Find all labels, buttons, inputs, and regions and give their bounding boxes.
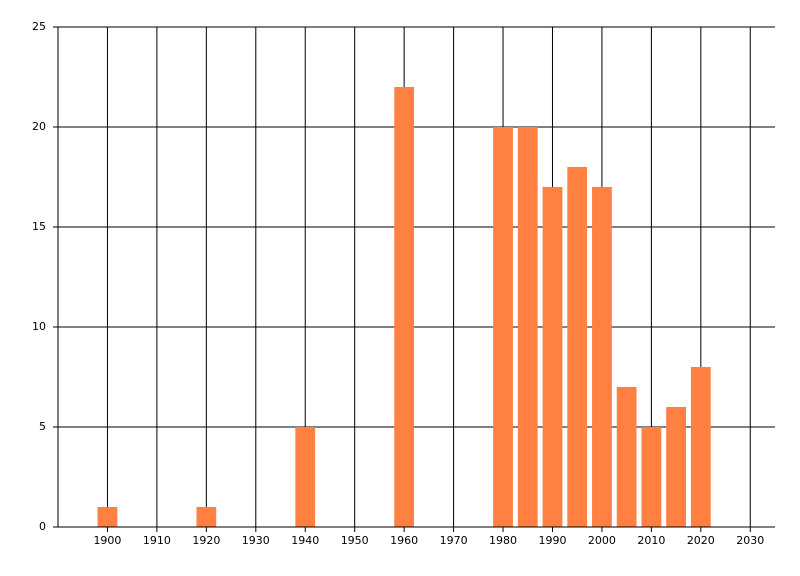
bar	[394, 87, 415, 527]
x-tick-label: 1970	[440, 534, 468, 547]
bar	[666, 407, 686, 527]
x-tick-label: 2030	[736, 534, 764, 547]
x-tick-label: 2000	[588, 534, 616, 547]
x-tick-label: 1960	[390, 534, 418, 547]
x-tick-label: 2020	[687, 534, 715, 547]
bar	[196, 507, 217, 527]
x-tick-label: 1900	[93, 534, 121, 547]
x-tick-label: 1990	[538, 534, 566, 547]
bar	[592, 187, 612, 527]
bar	[641, 427, 662, 527]
x-tick-label: 1930	[242, 534, 270, 547]
x-tick-label: 1940	[291, 534, 319, 547]
x-tick-label: 2010	[637, 534, 665, 547]
bar	[97, 507, 118, 527]
x-tick-label: 1910	[143, 534, 171, 547]
x-tick-label: 1950	[341, 534, 369, 547]
y-tick-label: 20	[32, 120, 46, 133]
bar	[542, 187, 563, 527]
bar	[517, 127, 538, 527]
x-tick-label: 1920	[192, 534, 220, 547]
y-tick-label: 0	[39, 520, 46, 533]
bar	[567, 167, 588, 527]
y-tick-label: 25	[32, 20, 46, 33]
x-tick-label: 1980	[489, 534, 517, 547]
bar	[616, 387, 637, 527]
bar	[295, 427, 316, 527]
y-tick-label: 10	[32, 320, 46, 333]
bar	[690, 367, 711, 527]
bar	[493, 127, 513, 527]
y-tick-label: 5	[39, 420, 46, 433]
y-tick-label: 15	[32, 220, 46, 233]
